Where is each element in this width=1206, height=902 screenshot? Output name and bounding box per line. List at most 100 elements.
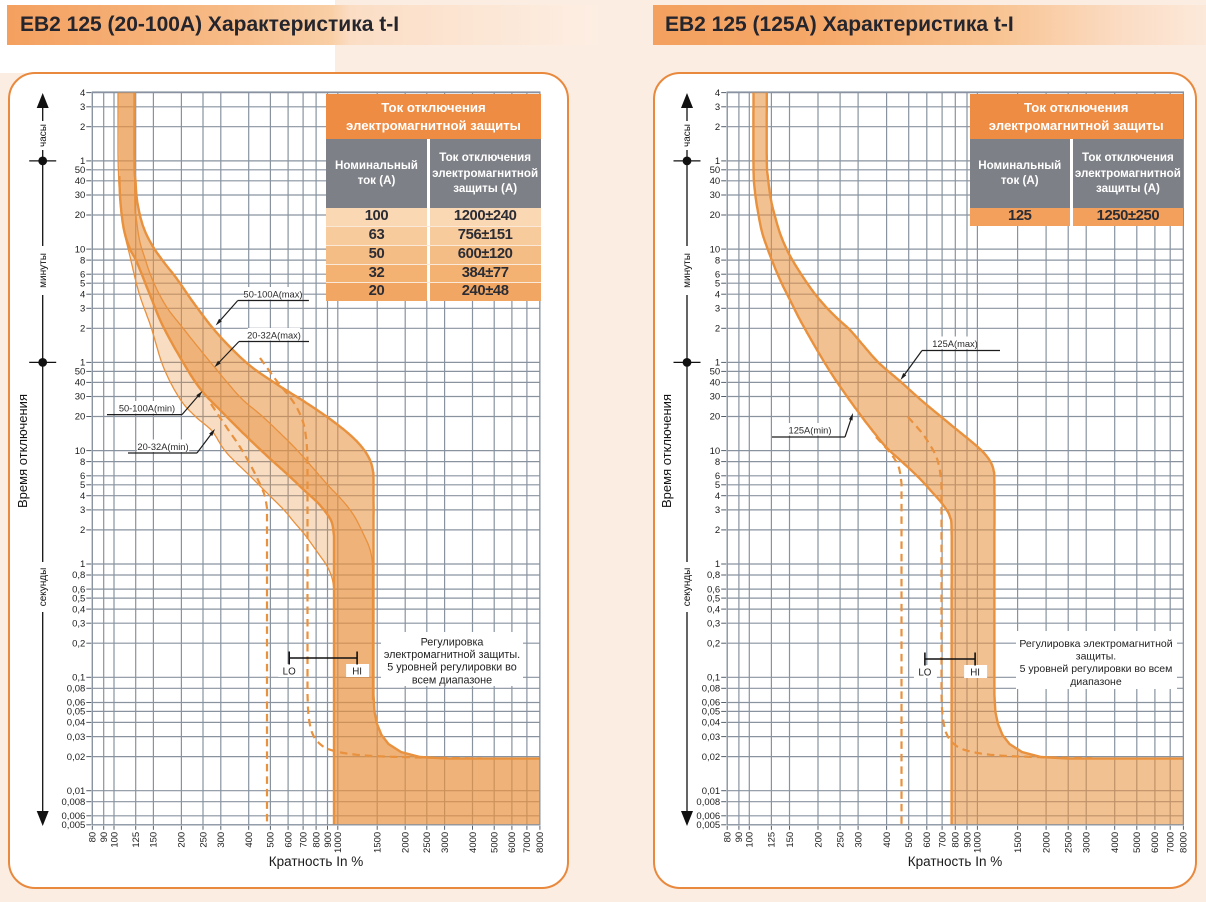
svg-text:4: 4 <box>80 491 85 502</box>
svg-text:30: 30 <box>710 190 721 201</box>
svg-text:8: 8 <box>80 457 85 468</box>
svg-text:4000: 4000 <box>1110 832 1121 853</box>
svg-text:10: 10 <box>710 244 721 255</box>
svg-text:2500: 2500 <box>1064 832 1075 853</box>
svg-text:700: 700 <box>298 832 309 848</box>
svg-text:4000: 4000 <box>468 832 479 853</box>
svg-text:5: 5 <box>80 278 85 289</box>
svg-text:Время отключения: Время отключения <box>659 394 674 508</box>
svg-text:400: 400 <box>244 832 255 848</box>
svg-text:6: 6 <box>715 269 720 280</box>
svg-text:7000: 7000 <box>1166 832 1177 853</box>
svg-text:0,05: 0,05 <box>67 707 86 718</box>
svg-text:часы: часы <box>38 124 49 147</box>
svg-text:3: 3 <box>80 102 85 113</box>
svg-text:2: 2 <box>715 122 720 133</box>
svg-text:0,8: 0,8 <box>707 570 720 581</box>
svg-text:3: 3 <box>80 505 85 516</box>
svg-text:0,3: 0,3 <box>707 618 720 629</box>
svg-text:0,4: 0,4 <box>72 604 85 615</box>
svg-text:всем диапазоне: всем диапазоне <box>412 674 492 686</box>
svg-text:0,005: 0,005 <box>62 820 86 831</box>
svg-text:5000: 5000 <box>1132 832 1143 853</box>
svg-text:150: 150 <box>785 832 796 848</box>
svg-text:20: 20 <box>710 210 721 221</box>
svg-text:50-100A(max): 50-100A(max) <box>244 290 303 300</box>
svg-text:Кратность In %: Кратность In % <box>269 854 363 869</box>
svg-text:0,2: 0,2 <box>72 638 85 649</box>
svg-text:2: 2 <box>80 525 85 536</box>
svg-text:1: 1 <box>80 156 85 167</box>
svg-text:20-32A(max): 20-32A(max) <box>247 331 301 341</box>
svg-text:0,3: 0,3 <box>72 618 85 629</box>
svg-text:30: 30 <box>75 392 86 403</box>
svg-text:1: 1 <box>715 358 720 369</box>
svg-text:8: 8 <box>80 255 85 266</box>
svg-text:700: 700 <box>937 832 948 848</box>
svg-text:125: 125 <box>767 832 778 848</box>
svg-text:0,02: 0,02 <box>702 752 721 763</box>
svg-text:300: 300 <box>216 832 227 848</box>
svg-text:секунды: секунды <box>38 568 49 607</box>
svg-text:3: 3 <box>715 505 720 516</box>
svg-text:0,8: 0,8 <box>72 570 85 581</box>
svg-text:4: 4 <box>715 88 720 99</box>
svg-text:3: 3 <box>80 304 85 315</box>
svg-text:0,06: 0,06 <box>702 698 721 709</box>
svg-text:3000: 3000 <box>1082 832 1093 853</box>
svg-text:100: 100 <box>745 832 756 848</box>
svg-text:6: 6 <box>80 471 85 482</box>
svg-text:4: 4 <box>80 289 85 300</box>
svg-text:50-100A(min): 50-100A(min) <box>119 404 175 414</box>
svg-text:8: 8 <box>715 255 720 266</box>
svg-text:2: 2 <box>715 324 720 335</box>
svg-text:0,03: 0,03 <box>67 732 86 743</box>
svg-text:0,03: 0,03 <box>702 732 721 743</box>
svg-text:50: 50 <box>75 165 86 176</box>
svg-text:80: 80 <box>88 832 99 843</box>
svg-text:2000: 2000 <box>1041 832 1052 853</box>
svg-text:8000: 8000 <box>1179 832 1190 853</box>
svg-text:200: 200 <box>177 832 188 848</box>
svg-text:3: 3 <box>715 304 720 315</box>
svg-text:6000: 6000 <box>1150 832 1161 853</box>
svg-text:500: 500 <box>266 832 277 848</box>
svg-text:0,04: 0,04 <box>702 718 721 729</box>
svg-text:10: 10 <box>710 446 721 457</box>
svg-text:30: 30 <box>710 392 721 403</box>
svg-text:1: 1 <box>715 559 720 570</box>
svg-text:0,2: 0,2 <box>707 638 720 649</box>
svg-text:1000: 1000 <box>333 832 344 853</box>
svg-text:0,4: 0,4 <box>707 604 720 615</box>
svg-text:0,08: 0,08 <box>702 684 721 695</box>
svg-text:минуты: минуты <box>682 253 693 288</box>
svg-text:электромагнитной защиты.: электромагнитной защиты. <box>384 649 520 661</box>
svg-text:0,02: 0,02 <box>67 752 86 763</box>
svg-text:6: 6 <box>80 269 85 280</box>
svg-text:LO: LO <box>283 667 296 678</box>
svg-text:200: 200 <box>813 832 824 848</box>
svg-text:250: 250 <box>198 832 209 848</box>
svg-text:50: 50 <box>710 367 721 378</box>
svg-text:0,006: 0,006 <box>62 811 86 822</box>
svg-text:400: 400 <box>882 832 893 848</box>
svg-text:2: 2 <box>715 525 720 536</box>
svg-text:0,008: 0,008 <box>62 797 86 808</box>
svg-text:0,5: 0,5 <box>72 593 85 604</box>
svg-text:0,006: 0,006 <box>696 811 720 822</box>
svg-text:Время отключения: Время отключения <box>15 394 30 508</box>
svg-text:20: 20 <box>75 210 86 221</box>
svg-text:20: 20 <box>710 412 721 423</box>
svg-text:50: 50 <box>710 165 721 176</box>
svg-text:800: 800 <box>311 832 322 848</box>
svg-text:40: 40 <box>710 176 721 187</box>
svg-text:40: 40 <box>75 176 86 187</box>
svg-text:1000: 1000 <box>973 832 984 853</box>
svg-text:диапазоне: диапазоне <box>1070 676 1122 688</box>
svg-text:3: 3 <box>715 102 720 113</box>
svg-text:Кратность In %: Кратность In % <box>908 854 1002 869</box>
svg-text:2: 2 <box>80 122 85 133</box>
svg-text:0,01: 0,01 <box>702 786 721 797</box>
svg-text:2: 2 <box>80 324 85 335</box>
svg-text:0,1: 0,1 <box>72 673 85 684</box>
